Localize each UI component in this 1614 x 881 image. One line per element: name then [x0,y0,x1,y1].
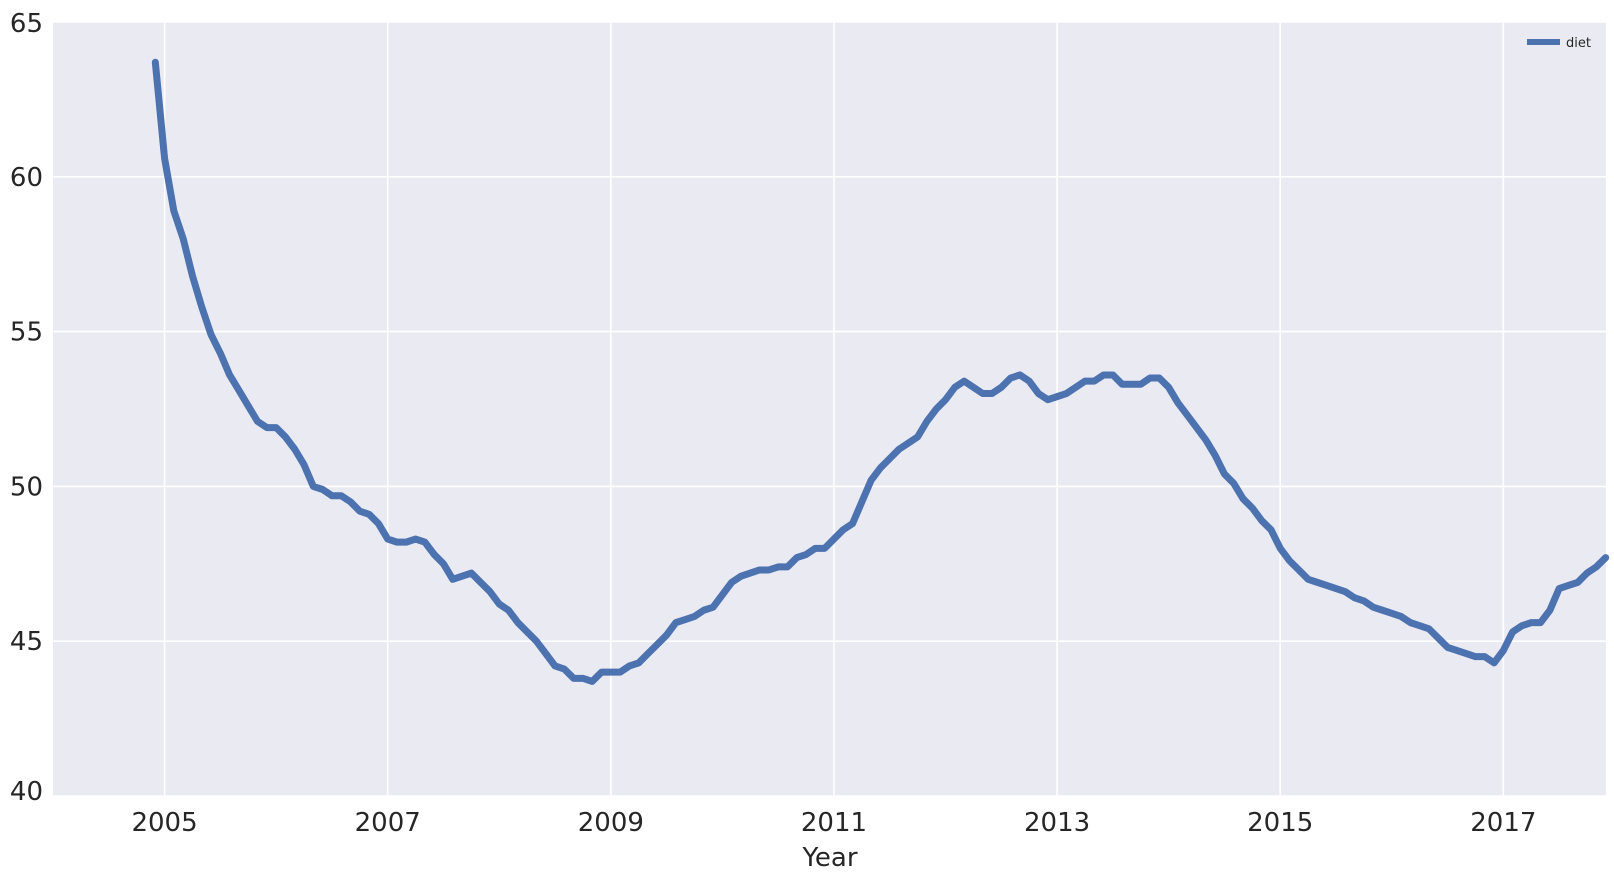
x-tick-label: 2015 [1247,808,1313,838]
series-line-diet [151,58,1610,685]
series-layer [151,58,1610,685]
y-tick-label: 50 [10,472,43,502]
x-axis: 2005 2007 2009 2011 2013 2015 2017 [131,808,1536,838]
y-tick-label: 65 [10,9,43,39]
x-tick-label: 2005 [131,808,197,838]
x-tick-label: 2009 [578,808,644,838]
x-tick-label: 2007 [355,808,421,838]
y-tick-label: 45 [10,627,43,657]
legend: diet [1527,36,1591,51]
y-axis: 40 45 50 55 60 65 [10,9,43,807]
x-tick-label: 2011 [801,808,867,838]
x-axis-title: Year [801,843,857,873]
y-tick-label: 55 [10,318,43,348]
legend-label-diet: diet [1566,36,1591,51]
plot-background [53,22,1606,796]
x-tick-label: 2013 [1024,808,1090,838]
y-tick-label: 40 [10,777,43,807]
x-tick-label: 2017 [1470,808,1536,838]
y-tick-label: 60 [10,163,43,193]
